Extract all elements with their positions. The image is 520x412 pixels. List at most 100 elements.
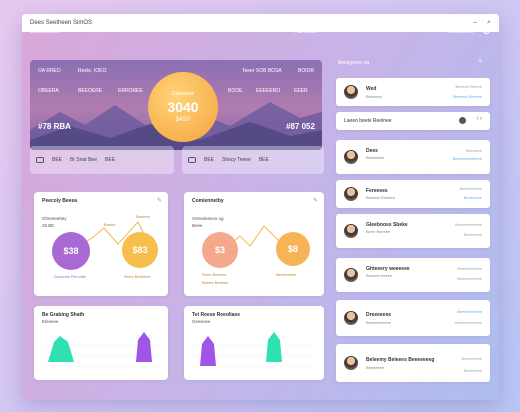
item-meta: Beeeee Beeees xyxy=(453,94,482,99)
avatar xyxy=(344,150,358,164)
hero-stat-label: Gooreeee xyxy=(171,91,195,97)
top-nav: Bevotelreeun Fad ssnes Beesheeee xyxy=(30,26,490,40)
avatar xyxy=(344,187,358,201)
grid-icon xyxy=(188,157,196,163)
edit-icon[interactable]: ✎ xyxy=(156,198,162,204)
item-meta: Beeeeeeeeees xyxy=(455,320,482,325)
card-title: Be Grabing Shath xyxy=(42,312,85,318)
bar-card-2[interactable]: Tet Reese Reeoliase Geeeoee xyxy=(184,306,324,380)
edit-icon[interactable]: ✎ xyxy=(312,198,318,204)
item-name: Gleebooss Sbeke xyxy=(366,222,408,228)
item-meta: Beeeeeeeeee xyxy=(457,266,482,271)
settings-icon[interactable] xyxy=(483,27,490,34)
bubble-label: Seeooee Reoottie xyxy=(54,274,87,279)
item-sub: Beeeeeeeeee xyxy=(366,320,391,325)
stat-bubble[interactable]: $38 xyxy=(52,232,90,270)
item-name: Fereeees xyxy=(366,188,388,194)
hero-text: OA RREO xyxy=(38,68,61,74)
hero-text: BOIOR xyxy=(298,68,315,74)
item-name: Dreeeeeee xyxy=(366,312,392,318)
nav-left[interactable]: Bevotelreeun xyxy=(30,29,60,35)
list-item[interactable]: Gleebooss Sbeke Beee Beeeee Beeeeeeeeees… xyxy=(336,214,490,248)
avatar xyxy=(344,356,358,370)
chevron-icon[interactable]: ‹ › xyxy=(476,116,482,122)
card-subtitle: Oetseleeeos og xyxy=(192,216,224,221)
window-title: Dees Seetheen SimOS xyxy=(30,20,93,26)
bubble-label: Beeeee xyxy=(136,214,150,219)
bubble-card-2[interactable]: Comiennetby ✎ Oetseleeeos og Beee $3 $8 … xyxy=(184,192,324,296)
card-subtitle: 25 BE xyxy=(42,223,55,228)
avatar xyxy=(344,224,358,238)
item-meta: Beeoeee xyxy=(465,148,482,153)
quick-strip-right[interactable]: BEE Shecy Teeee BEE xyxy=(182,146,324,174)
strip-text: BEE xyxy=(52,157,63,163)
avatar xyxy=(344,268,358,282)
bubble-label: Reee Beeeee xyxy=(202,272,227,277)
strip-text: BEE xyxy=(258,157,269,163)
item-sub: Beeoee eeeee xyxy=(366,273,393,278)
strip-text: BEE xyxy=(204,157,215,163)
bubble-label: Reee Beeeeee xyxy=(124,274,151,279)
bubble-card-1[interactable]: Peecoiy Beeea ✎ Gheeteettey 25 BE $38 $8… xyxy=(34,192,168,296)
hero-text: Reele, IOEO xyxy=(78,68,107,74)
hero-text: ERROREE xyxy=(118,88,143,94)
stat-bubble[interactable]: $83 xyxy=(122,232,158,268)
list-item[interactable]: Dreeeeeee Beeeeeeeeee Beeeeeeeeee Beeeee… xyxy=(336,300,490,336)
card-title: Peecoiy Beeea xyxy=(42,198,78,204)
list-item[interactable]: Wed Beeeees Beeeee Beeee Beeeee Beeees xyxy=(336,78,490,106)
avatar xyxy=(344,85,358,99)
hero-banner: OA RREO Reele, IOEO OBEERA BEEOERE ERROR… xyxy=(30,60,322,150)
item-sub: Beee Beeeee xyxy=(366,229,391,234)
card-title: Tet Reese Reeoliase xyxy=(192,312,240,318)
hero-text: OBEERA xyxy=(38,88,59,94)
toggle-icon[interactable] xyxy=(459,117,466,124)
card-subtitle: Gheeteettey xyxy=(42,216,67,221)
search-icon[interactable]: ⌕ xyxy=(487,19,491,26)
item-meta: Beeeeeeees xyxy=(459,186,482,191)
item-name: Beleemy Beleees Beeeeeeeg xyxy=(366,357,435,363)
item-meta: Beeeeeee xyxy=(463,195,482,200)
item-sub: Beeeeeee xyxy=(366,365,385,370)
card-subtitle: Geeeoee xyxy=(192,319,211,324)
hero-stat-circle[interactable]: Gooreeee 3040 $4S0 xyxy=(148,72,218,142)
card-subtitle: Beee xyxy=(192,223,203,228)
hero-stat-sub: $4S0 xyxy=(175,117,190,123)
item-meta: Beeeeeeee xyxy=(461,356,482,361)
item-sub: Beebeeee xyxy=(366,155,385,160)
item-meta: Beeeeeee xyxy=(463,232,482,237)
strip-text: BEE xyxy=(104,157,115,163)
strip-text: Br Snat Bee xyxy=(70,157,97,163)
stat-bubble[interactable]: $3 xyxy=(202,232,238,268)
hero-text: Teeer SOB BOSA xyxy=(242,68,282,74)
item-sub: Beeeees xyxy=(366,94,382,99)
minimize-button[interactable]: – xyxy=(473,19,478,26)
search-row[interactable]: Laeeo beele Reelnee ‹ › xyxy=(336,112,490,130)
nav-mid[interactable]: Fad ssnes xyxy=(294,29,318,35)
bubble-label: Beeee Beeeee xyxy=(202,280,229,285)
strip-text: Shecy Teeee xyxy=(222,157,251,163)
bubble-label: Beeee xyxy=(104,222,116,227)
hero-text: EEEEERO xyxy=(256,88,281,94)
list-item[interactable]: Fereeees Beeeee Reeeee Beeeeeeees Beeeee… xyxy=(336,180,490,208)
item-meta: Beeeee Beeee xyxy=(455,84,482,89)
bar-chart xyxy=(42,332,160,367)
add-button[interactable]: + xyxy=(478,58,483,65)
connector-lines xyxy=(71,221,153,251)
search-label: Laeeo beele Reelnee xyxy=(344,118,392,124)
title-bar: Dees Seetheen SimOS – ⌕ xyxy=(22,14,499,32)
stat-bubble[interactable]: $8 xyxy=(276,232,310,266)
bubble-label: Beeeeeeee xyxy=(276,272,297,277)
list-item[interactable]: Ghteeery weeeeee Beeoee eeeee Beeeeeeeee… xyxy=(336,258,490,292)
item-name: Wed xyxy=(366,86,377,92)
list-item[interactable]: Beleemy Beleees Beeeeeeeg Beeeeeee Beeee… xyxy=(336,344,490,382)
item-meta: Beeeeeeeeee xyxy=(457,276,482,281)
item-meta: Beeeeeeeeees xyxy=(455,222,482,227)
bar-card-1[interactable]: Be Grabing Shath Eleeeee xyxy=(34,306,168,380)
hero-text: BOOE xyxy=(228,88,243,94)
right-panel-heading: Beesgoree ea xyxy=(338,60,370,66)
quick-strip-left[interactable]: BEE Br Snat Bee BEE xyxy=(30,146,174,174)
item-name: Dees xyxy=(366,148,378,154)
card-subtitle: Eleeeee xyxy=(42,319,59,324)
list-item[interactable]: Dees Beebeeee Beeoeee Beeeeeeeebeee xyxy=(336,140,490,174)
nav-right[interactable]: Beesheeee xyxy=(448,29,474,35)
